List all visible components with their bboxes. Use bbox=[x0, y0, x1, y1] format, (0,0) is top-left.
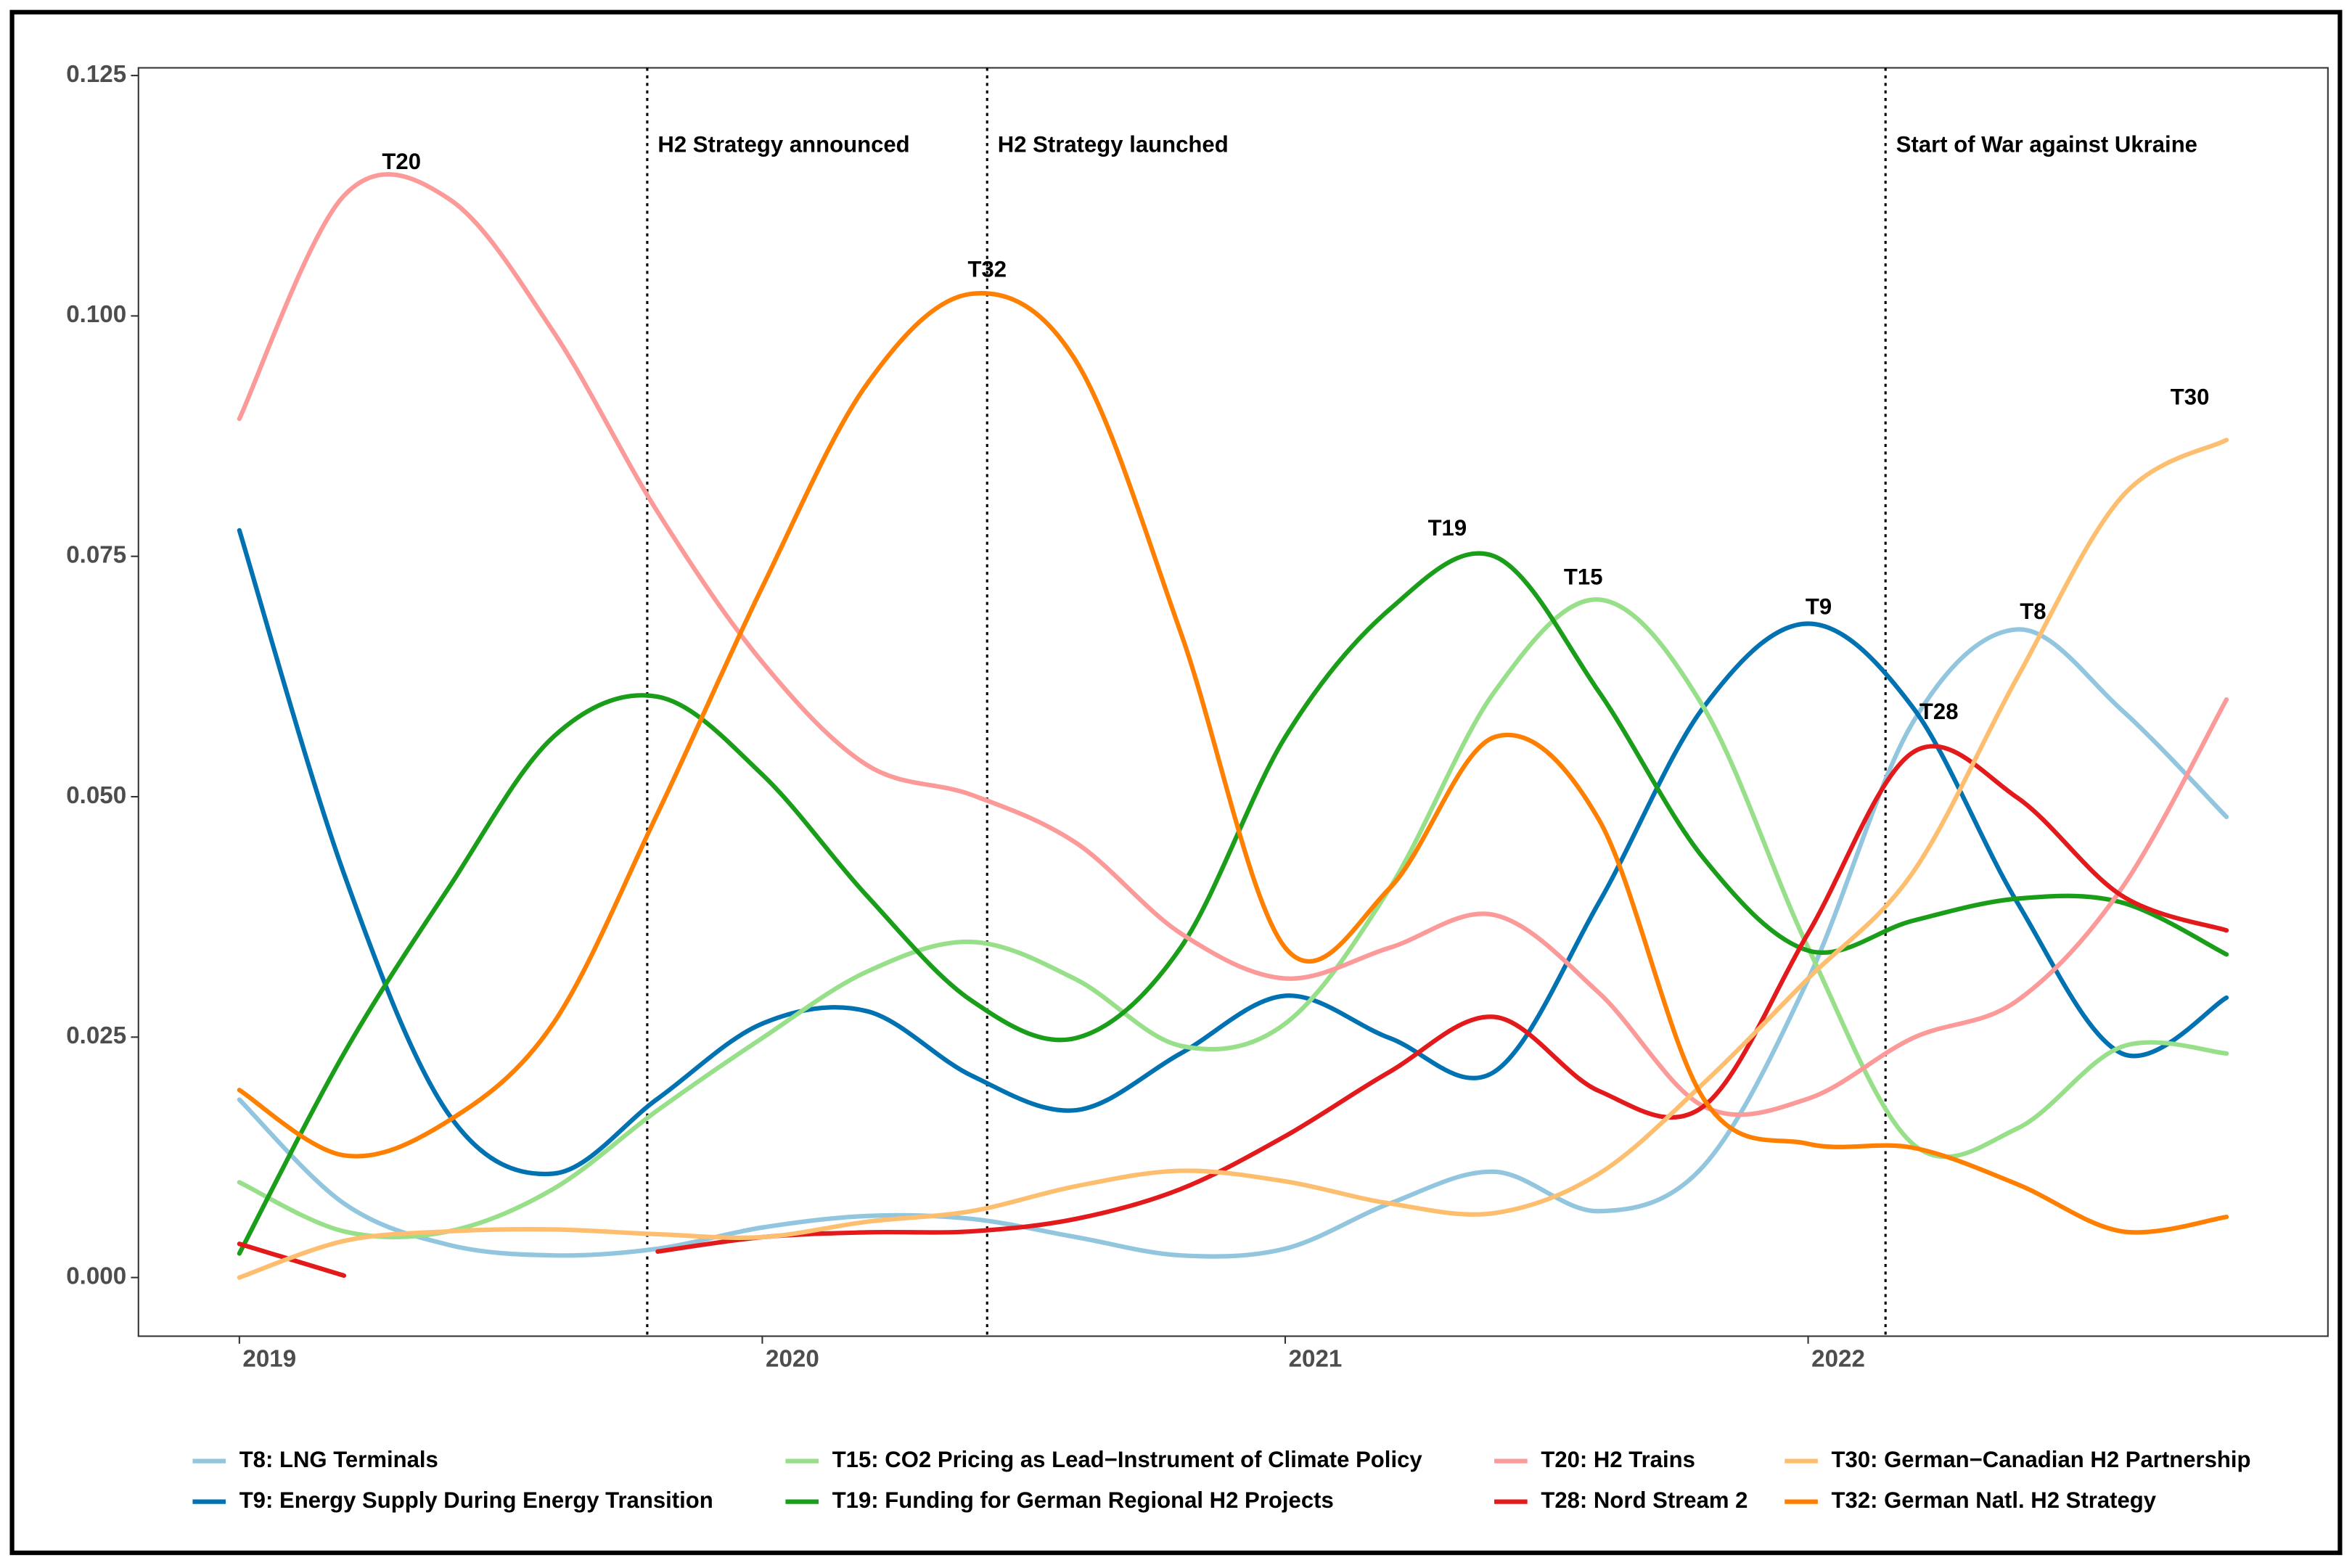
event-label: Start of War against Ukraine bbox=[1896, 132, 2197, 157]
series-line bbox=[237, 528, 2229, 1177]
peak-label: T20 bbox=[382, 149, 421, 174]
y-tick-label: 0.025 bbox=[66, 1022, 126, 1049]
legend-label: T30: German−Canadian H2 Partnership bbox=[1832, 1447, 2251, 1472]
legend-label: T8: LNG Terminals bbox=[239, 1447, 438, 1472]
series-line bbox=[237, 627, 2229, 1259]
y-tick-label: 0.100 bbox=[66, 301, 126, 328]
legend-label: T28: Nord Stream 2 bbox=[1541, 1487, 1747, 1513]
y-tick-label: 0.050 bbox=[66, 782, 126, 809]
peak-label: T32 bbox=[967, 256, 1007, 282]
peak-label: T15 bbox=[1564, 564, 1603, 589]
outer-frame bbox=[9, 9, 2343, 1556]
plot-frame bbox=[137, 67, 2329, 1337]
y-tick-label: 0.000 bbox=[66, 1263, 126, 1289]
series-line bbox=[237, 438, 2229, 1280]
y-tick-label: 0.125 bbox=[66, 61, 126, 88]
legend-label: T19: Funding for German Regional H2 Proj… bbox=[832, 1487, 1334, 1513]
series-line bbox=[237, 597, 2229, 1240]
legend-label: T32: German Natl. H2 Strategy bbox=[1832, 1487, 2157, 1513]
peak-label: T28 bbox=[1919, 699, 1959, 724]
peak-label: T19 bbox=[1428, 515, 1467, 541]
legend-label: T9: Energy Supply During Energy Transiti… bbox=[239, 1487, 713, 1513]
series-line bbox=[237, 291, 2229, 1235]
peak-label: T9 bbox=[1806, 594, 1832, 619]
peak-label: T8 bbox=[2020, 599, 2046, 624]
event-label: H2 Strategy launched bbox=[998, 132, 1229, 157]
x-tick-label: 2020 bbox=[766, 1345, 819, 1372]
peak-label: T30 bbox=[2171, 385, 2210, 410]
legend-label: T20: H2 Trains bbox=[1541, 1447, 1695, 1472]
x-tick-label: 2019 bbox=[242, 1345, 296, 1372]
legend-label: T15: CO2 Pricing as Lead−Instrument of C… bbox=[832, 1447, 1423, 1472]
y-tick-label: 0.075 bbox=[66, 541, 126, 568]
x-tick-label: 2022 bbox=[1811, 1345, 1865, 1372]
x-tick-label: 2021 bbox=[1289, 1345, 1343, 1372]
series-line bbox=[237, 172, 2229, 1117]
series-line bbox=[655, 744, 2229, 1254]
event-label: H2 Strategy announced bbox=[657, 132, 909, 157]
series-line bbox=[237, 551, 2229, 1256]
